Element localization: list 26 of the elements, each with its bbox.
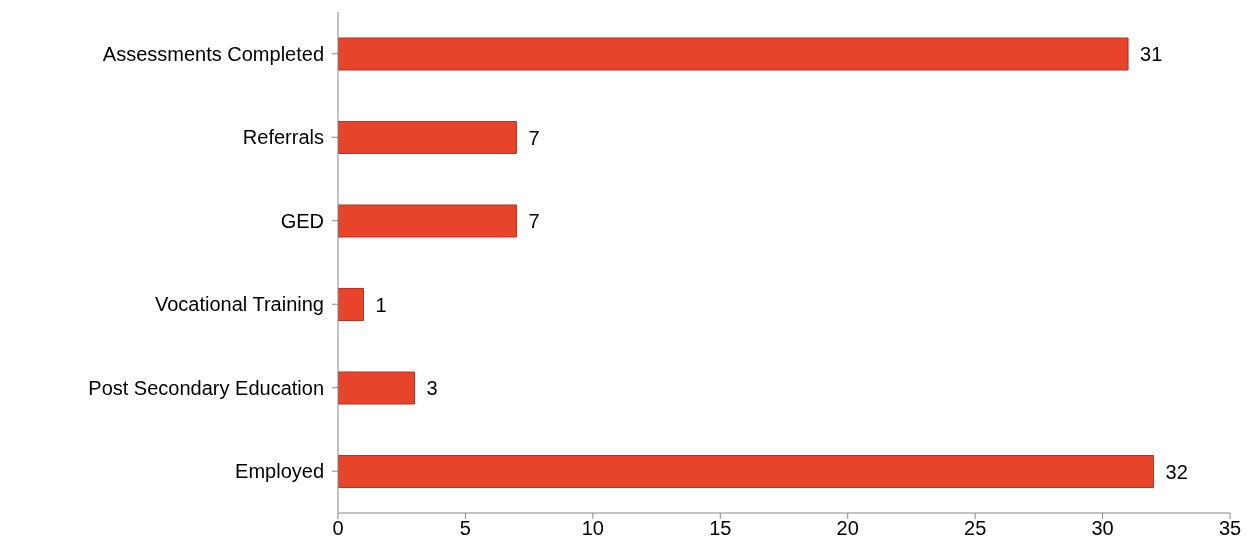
y-tick-label: Referrals	[242, 126, 324, 149]
x-tick-label: 5	[459, 517, 471, 540]
y-tick-label: Employed	[235, 460, 324, 483]
data-label: 1	[375, 293, 387, 316]
x-tick-label: 35	[1218, 517, 1242, 540]
x-tick-label: 30	[1091, 517, 1114, 540]
data-label: 32	[1165, 460, 1188, 483]
y-tick-label: Post Secondary Education	[88, 376, 324, 399]
y-tick-label: GED	[280, 209, 324, 232]
bar	[338, 371, 415, 405]
bar	[338, 37, 1129, 71]
bar	[338, 288, 364, 321]
data-label: 7	[528, 126, 540, 149]
x-tick-label: 0	[332, 517, 344, 540]
data-label: 31	[1140, 43, 1163, 66]
x-tick-label: 25	[964, 517, 987, 540]
y-tick-label: Assessments Completed	[102, 42, 324, 65]
x-tick-label: 20	[836, 517, 859, 540]
y-tick-label: Vocational Training	[154, 293, 324, 316]
bar	[338, 204, 517, 238]
data-label: 7	[528, 210, 540, 233]
bar	[338, 455, 1155, 488]
x-tick-label: 10	[581, 517, 604, 540]
data-label: 3	[426, 377, 438, 400]
x-tick-label: 15	[709, 517, 732, 540]
bar	[338, 121, 517, 154]
